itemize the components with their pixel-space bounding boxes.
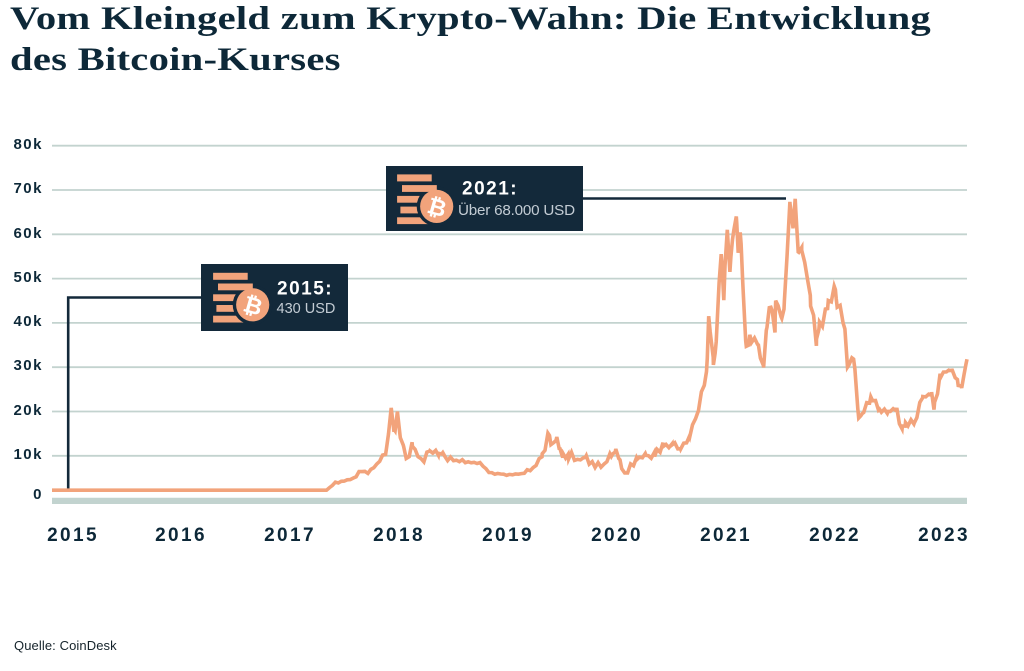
svg-text:2015:: 2015: (277, 279, 333, 300)
svg-text:Über 68.000 USD: Über 68.000 USD (458, 201, 575, 219)
svg-text:430 USD: 430 USD (277, 301, 336, 317)
svg-text:2021:: 2021: (462, 179, 518, 200)
